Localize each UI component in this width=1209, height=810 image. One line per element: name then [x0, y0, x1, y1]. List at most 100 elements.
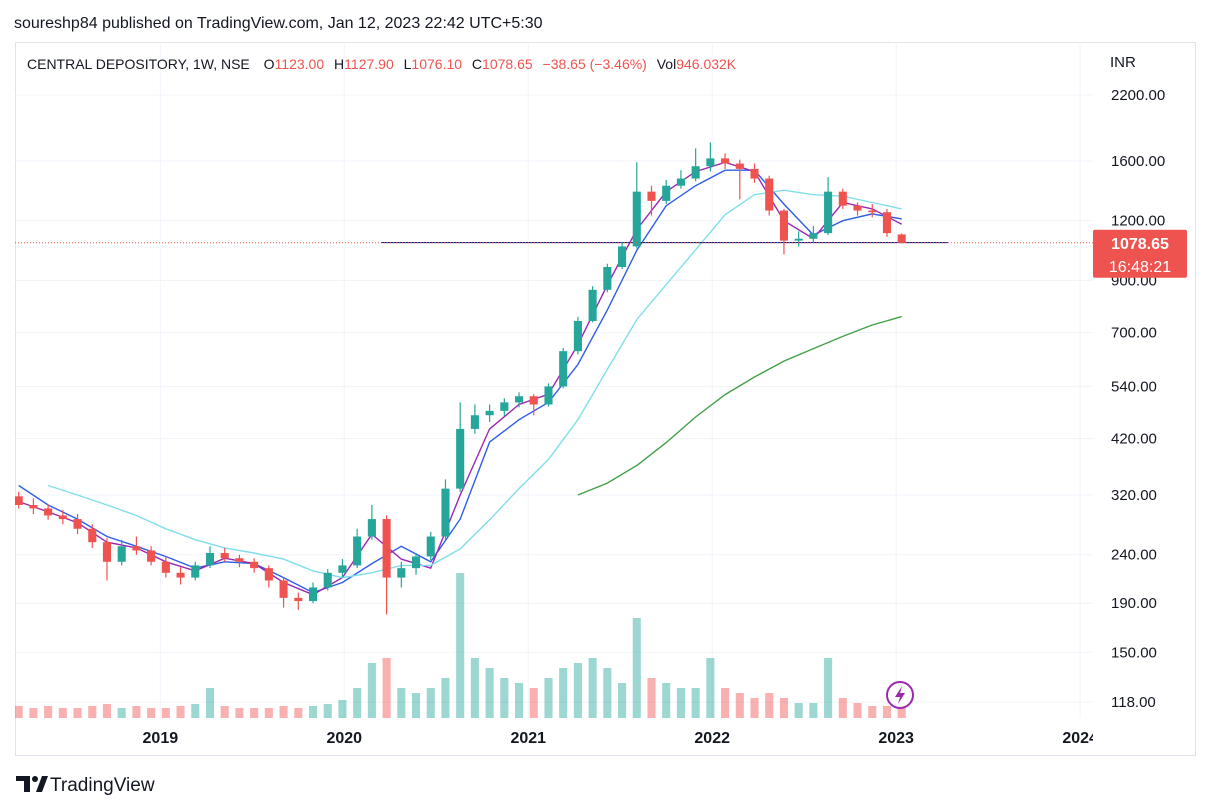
- volume-bar: [264, 708, 273, 718]
- volume-bar: [794, 703, 803, 718]
- candle-body: [824, 191, 833, 234]
- candle-body: [44, 508, 53, 516]
- candle-body: [882, 212, 892, 234]
- volume-bar: [426, 688, 435, 718]
- close-value: 1078.65: [482, 56, 533, 72]
- volume-bar: [323, 704, 332, 718]
- volume-bar: [397, 688, 406, 718]
- candle-body: [323, 572, 332, 588]
- candle-body: [411, 556, 421, 569]
- volume-bar: [235, 708, 244, 718]
- candle-body: [102, 542, 112, 562]
- bar-countdown: 16:48:21: [1109, 259, 1171, 276]
- volume-bar: [279, 706, 288, 718]
- volume-bar: [838, 698, 847, 718]
- y-tick-label: 420.00: [1111, 431, 1157, 448]
- candle-body: [603, 266, 612, 290]
- volume-bar: [706, 658, 715, 718]
- volume-bar: [573, 663, 582, 718]
- volume-bar: [15, 706, 23, 718]
- volume-bar: [647, 678, 656, 718]
- volume-bar: [515, 683, 524, 718]
- volume-bar: [250, 708, 259, 718]
- grid: [15, 42, 1093, 718]
- candle-body: [765, 178, 774, 211]
- volume-bar: [721, 688, 730, 718]
- candle-body: [338, 565, 347, 573]
- open-label: O: [264, 56, 275, 72]
- candle-body: [397, 568, 406, 578]
- volume-bar: [824, 658, 833, 718]
- high-value: 1127.90: [344, 56, 394, 72]
- volume-bar: [853, 703, 862, 718]
- candle-body: [250, 561, 259, 569]
- candle-body: [750, 168, 759, 179]
- moving-average-line: [577, 315, 902, 496]
- axis-unit: INR: [1110, 54, 1136, 71]
- legend-line: CENTRAL DEPOSITORY, 1W, NSE O1123.00 H11…: [27, 56, 737, 72]
- candle-body: [176, 572, 185, 578]
- candle-body: [853, 205, 862, 211]
- volume-bar: [632, 618, 641, 718]
- candle-body: [367, 519, 376, 537]
- volume-bar: [308, 706, 318, 718]
- volume-bar: [58, 708, 67, 718]
- candle-body: [353, 536, 362, 566]
- x-tick-label: 2021: [510, 730, 546, 747]
- candle-body: [205, 553, 215, 566]
- candle-body: [29, 504, 38, 509]
- volume-bar: [559, 668, 568, 718]
- volume-bar: [176, 706, 185, 718]
- replay-icon: [886, 681, 914, 709]
- volume-bar: [529, 688, 538, 718]
- x-tick-label: 2022: [694, 730, 730, 747]
- candle-body: [779, 210, 788, 241]
- y-tick-label: 240.00: [1111, 547, 1157, 564]
- volume-bar: [411, 693, 421, 718]
- candle-body: [308, 587, 318, 602]
- volume-bar: [338, 700, 347, 718]
- volume-pane: [15, 573, 906, 718]
- candle-body: [456, 428, 465, 489]
- y-tick-label: 118.00: [1111, 694, 1156, 711]
- moving-average-line: [18, 161, 903, 596]
- volume-bar: [735, 693, 744, 718]
- candle-body: [794, 238, 803, 241]
- candle-body: [676, 178, 685, 186]
- y-tick-label: 320.00: [1111, 487, 1157, 504]
- last-price-label: 1078.65: [1111, 236, 1169, 253]
- candle-body: [161, 561, 170, 573]
- volume-bar: [588, 658, 597, 718]
- volume-bar: [353, 688, 362, 718]
- candle-body: [294, 597, 303, 602]
- volume-bar: [132, 706, 141, 718]
- close-label: C: [472, 56, 482, 72]
- volume-bar: [205, 688, 215, 718]
- candle-body: [544, 386, 553, 405]
- candle-body: [15, 496, 23, 505]
- candle-body: [382, 519, 391, 578]
- x-tick-label: 2024: [1062, 730, 1098, 747]
- volume-bar: [765, 693, 774, 718]
- candle-body: [868, 210, 877, 213]
- volume-bar: [382, 658, 391, 718]
- low-value: 1076.10: [411, 56, 462, 72]
- volume-bar: [456, 573, 465, 718]
- candle-body: [647, 191, 656, 201]
- volume-bar: [809, 703, 818, 718]
- symbol-title: CENTRAL DEPOSITORY, 1W, NSE: [27, 56, 250, 72]
- y-tick-label: 2200.00: [1111, 87, 1165, 104]
- volume-bar: [470, 658, 479, 718]
- volume-value: 946.032K: [676, 56, 737, 72]
- moving-average-line: [47, 189, 902, 579]
- candle-body: [706, 158, 715, 167]
- volume-bar: [88, 706, 97, 718]
- candles: [15, 142, 1093, 615]
- volume-bar: [882, 706, 892, 718]
- volume-bar: [603, 668, 612, 718]
- brand-logo: [16, 776, 48, 792]
- candle-body: [191, 565, 200, 578]
- volume-bar: [191, 704, 200, 718]
